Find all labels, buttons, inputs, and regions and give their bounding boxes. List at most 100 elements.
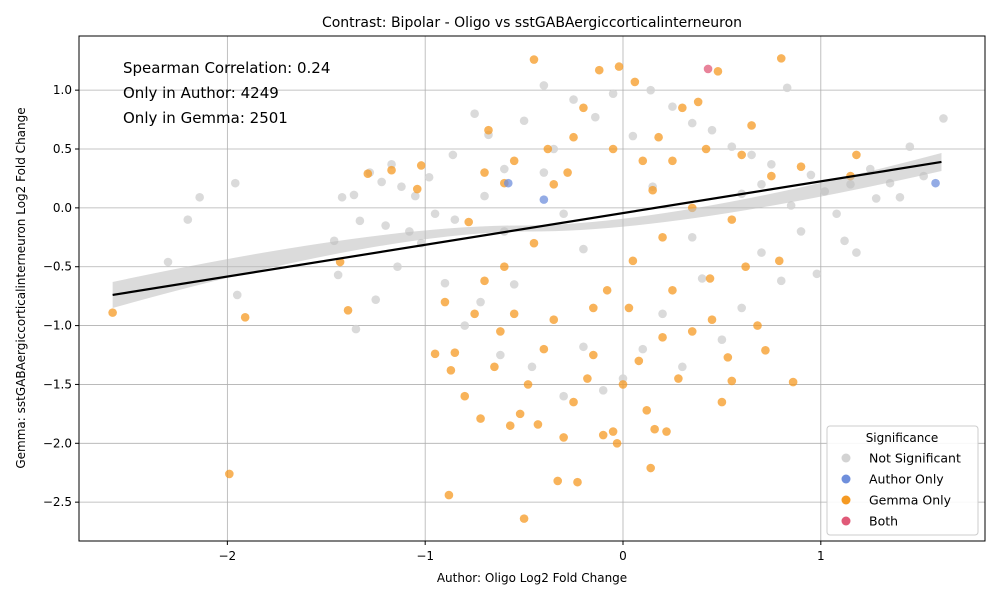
data-point-gemma-only <box>440 297 450 307</box>
data-point-gemma-only <box>533 420 543 429</box>
grid-lines <box>79 36 985 541</box>
data-point-gemma-only <box>634 356 644 366</box>
annotation-spearman: Spearman Correlation: 0.24 <box>123 59 330 77</box>
data-point-gemma-only <box>569 397 578 407</box>
data-point-not-significant <box>527 362 537 372</box>
data-point-not-significant <box>747 150 756 160</box>
data-point-gemma-only <box>543 144 553 154</box>
data-point-not-significant <box>232 290 242 300</box>
data-point-gemma-only <box>713 67 723 76</box>
data-point-not-significant <box>687 232 697 242</box>
data-point-not-significant <box>895 192 905 202</box>
data-point-gemma-only <box>668 156 677 166</box>
data-point-gemma-only <box>646 463 655 473</box>
data-point-author-only <box>539 195 549 204</box>
data-point-gemma-only <box>460 391 470 401</box>
data-point-gemma-only <box>701 144 711 154</box>
data-point-gemma-only <box>589 303 598 313</box>
data-point-not-significant <box>757 180 766 189</box>
data-point-gemma-only <box>500 262 509 272</box>
x-tick-label: −2 <box>219 549 237 563</box>
data-point-gemma-only <box>594 65 604 75</box>
data-point-not-significant <box>757 248 766 257</box>
data-point-gemma-only <box>852 150 861 160</box>
legend-marker <box>841 495 851 505</box>
legend: Significance Not Significant Author Only G… <box>826 425 979 536</box>
data-point-gemma-only <box>412 184 422 194</box>
data-point-not-significant <box>539 81 549 90</box>
data-point-not-significant <box>377 177 386 187</box>
data-point-gemma-only <box>727 376 737 386</box>
data-point-not-significant <box>658 309 667 319</box>
data-point-gemma-only <box>496 327 505 336</box>
data-point-not-significant <box>549 144 559 154</box>
data-point-author-only <box>931 178 940 188</box>
data-point-not-significant <box>832 209 841 219</box>
y-tick-label: 0.0 <box>53 201 72 215</box>
legend-box <box>826 425 979 536</box>
data-point-not-significant <box>424 172 434 182</box>
data-point-author-only <box>503 178 513 188</box>
data-point-gemma-only <box>549 315 559 324</box>
data-point-not-significant <box>351 324 361 334</box>
y-axis-label: Gemma: sstGABAergiccorticalinterneuron L… <box>14 107 28 468</box>
data-point-gemma-only <box>387 165 396 175</box>
legend-marker <box>841 453 851 463</box>
data-point-gemma-only <box>668 285 677 295</box>
chart-title: Contrast: Bipolar - Oligo vs sstGABAergi… <box>322 15 742 31</box>
data-point-not-significant <box>806 170 816 180</box>
data-point-gemma-only <box>579 103 588 113</box>
data-point-gemma-only <box>444 490 454 500</box>
data-point-not-significant <box>183 215 193 224</box>
data-point-gemma-only <box>658 333 667 342</box>
data-point-not-significant <box>470 109 479 118</box>
data-point-gemma-only <box>490 362 499 372</box>
data-point-gemma-only <box>559 433 568 442</box>
data-point-gemma-only <box>761 346 770 355</box>
data-point-not-significant <box>393 262 402 272</box>
data-point-gemma-only <box>737 150 746 160</box>
data-point-gemma-only <box>583 374 592 383</box>
data-point-gemma-only <box>618 380 628 389</box>
data-point-gemma-only <box>416 161 426 170</box>
data-point-not-significant <box>230 178 240 188</box>
data-point-not-significant <box>448 150 458 160</box>
data-point-gemma-only <box>628 256 638 266</box>
data-point-gemma-only <box>480 276 489 286</box>
data-point-gemma-only <box>476 414 485 423</box>
data-point-gemma-only <box>707 315 717 324</box>
y-tick-label: −2.5 <box>43 495 72 509</box>
data-point-gemma-only <box>650 424 659 434</box>
x-tick-label: 1 <box>817 549 825 563</box>
data-point-gemma-only <box>343 305 353 315</box>
legend-marker <box>841 516 851 526</box>
plot-frame <box>78 35 986 542</box>
data-point-not-significant <box>905 142 915 151</box>
regression-line <box>112 160 942 297</box>
data-point-gemma-only <box>687 327 697 336</box>
data-point-not-significant <box>598 386 608 395</box>
x-tick-label: −1 <box>416 549 434 563</box>
legend-title: Significance <box>866 431 939 445</box>
data-point-not-significant <box>381 221 390 230</box>
data-point-gemma-only <box>450 348 460 357</box>
data-point-gemma-only <box>614 62 624 71</box>
y-tick-label: 0.5 <box>53 142 72 156</box>
data-point-not-significant <box>579 342 588 352</box>
data-point-gemma-only <box>723 353 733 362</box>
data-point-not-significant <box>717 335 727 345</box>
data-point-not-significant <box>460 321 470 330</box>
data-point-not-significant <box>195 192 204 202</box>
x-axis-label: Author: Oligo Log2 Fold Change <box>437 571 627 585</box>
data-point-not-significant <box>476 297 485 307</box>
data-point-not-significant <box>812 269 822 279</box>
data-point-gemma-only <box>678 103 687 113</box>
data-point-gemma-only <box>480 168 489 177</box>
data-point-not-significant <box>355 216 365 226</box>
data-point-gemma-only <box>430 349 440 359</box>
data-point-gemma-only <box>693 97 703 107</box>
data-point-gemma-only <box>529 55 539 64</box>
data-point-not-significant <box>163 257 173 267</box>
data-point-not-significant <box>410 191 420 201</box>
